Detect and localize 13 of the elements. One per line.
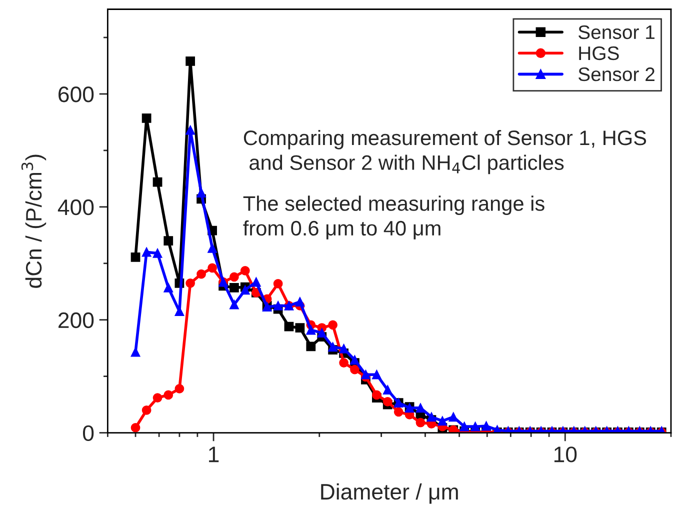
x-tick-label: 10 <box>554 446 577 462</box>
legend-label: HGS <box>579 46 619 60</box>
legend-label: Sensor 1 <box>578 25 654 40</box>
x-tick-label: 1 <box>209 446 219 462</box>
legend-label: Sensor 2 <box>578 67 654 82</box>
y-tick-label: 0 <box>82 425 94 442</box>
y-tick-label: 600 <box>58 86 94 102</box>
y-axis-title: dCn / (P/cm$^{3}$) <box>21 154 46 288</box>
annotation: Comparing measurement of Sensor 1, HGS and Sensor 2 with NH$_{4}$Cl particles <box>244 130 646 174</box>
annotation: The selected measuring range is from 0.6 μm to 40 μm <box>243 196 544 240</box>
x-axis-title: Diameter / μm <box>321 483 458 504</box>
y-tick-label: 400 <box>58 199 94 216</box>
y-tick-label: 200 <box>58 312 94 328</box>
